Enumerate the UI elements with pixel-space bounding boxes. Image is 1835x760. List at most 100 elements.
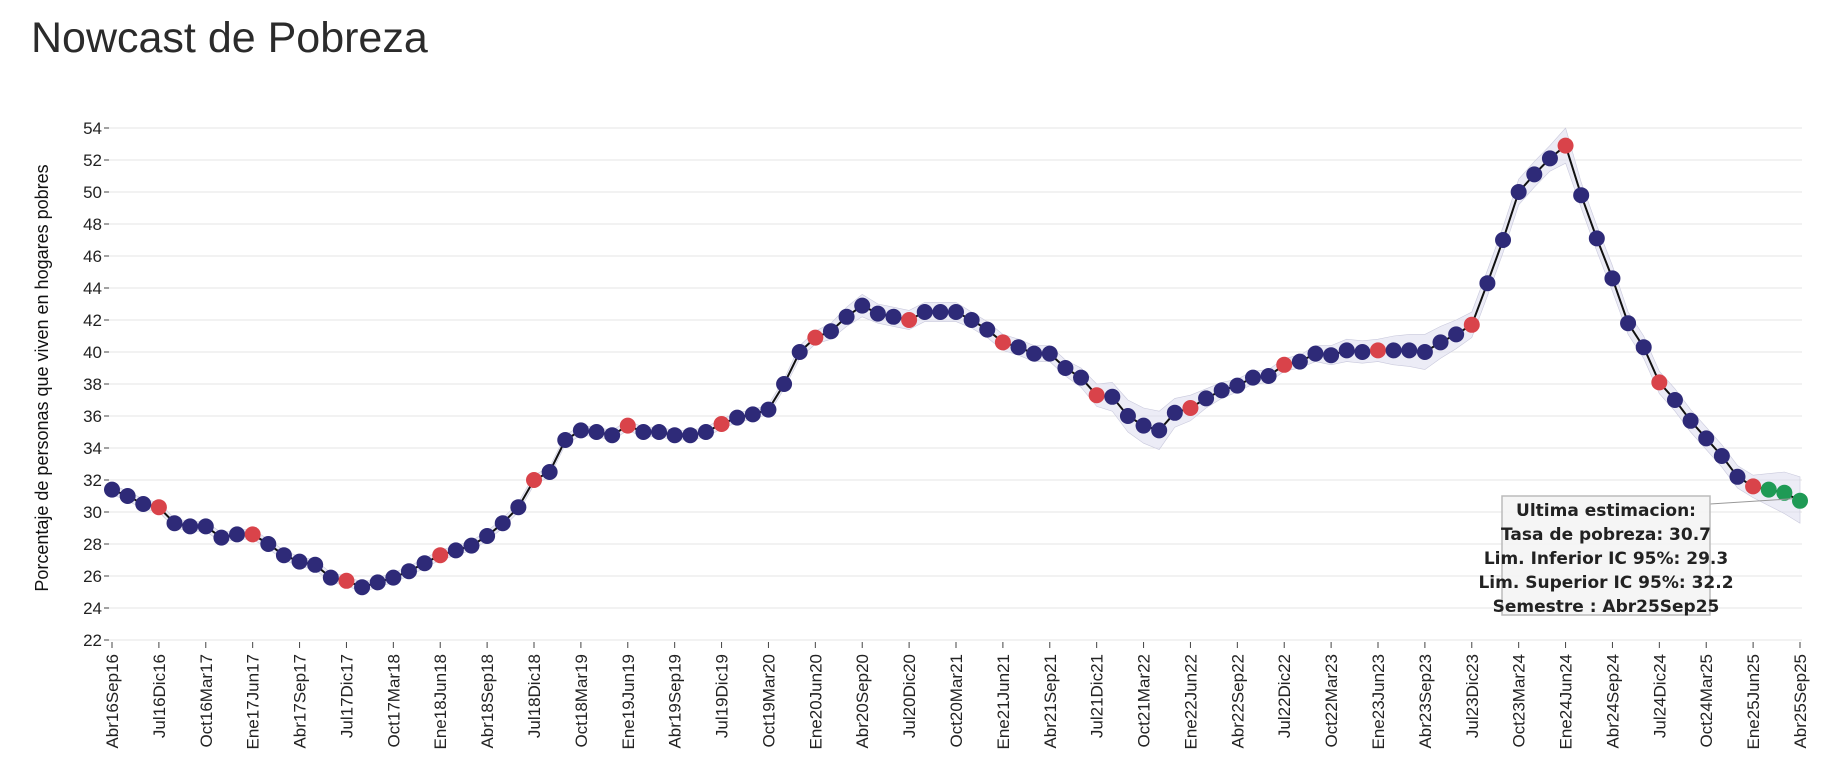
data-point [1463, 316, 1480, 333]
data-point [197, 518, 214, 535]
data-point [307, 556, 324, 573]
data-point [1510, 184, 1527, 200]
data-point [1713, 448, 1730, 464]
data-point [948, 304, 964, 320]
data-point [1416, 344, 1433, 360]
y-tick-label: 28 [83, 535, 102, 554]
data-point [1088, 387, 1105, 404]
data-point [119, 488, 136, 504]
x-tick-label: Jul17Dic17 [337, 654, 356, 738]
data-point [1682, 412, 1699, 429]
x-tick-label: Ene25Jun25 [1744, 654, 1763, 749]
x-tick-label: Ene17Jun17 [244, 654, 263, 749]
data-point [416, 555, 433, 572]
y-tick-label: 32 [83, 471, 102, 490]
data-point [682, 427, 699, 444]
data-point [526, 472, 542, 488]
data-point [1135, 417, 1152, 434]
data-point [854, 297, 871, 314]
data-point [1588, 230, 1605, 247]
data-point [1323, 347, 1340, 364]
data-point [494, 515, 511, 532]
data-point [260, 536, 277, 552]
data-point [447, 542, 464, 559]
y-tick-label: 38 [83, 375, 102, 394]
data-point [885, 308, 902, 325]
x-tick-label: Oct17Mar18 [384, 654, 403, 748]
data-point [1010, 339, 1027, 356]
x-tick-label: Oct22Mar23 [1322, 654, 1341, 748]
x-tick-label: Oct16Mar17 [197, 654, 216, 748]
data-point [822, 323, 839, 340]
data-point [916, 304, 933, 320]
data-point [557, 432, 574, 448]
x-tick-label: Oct19Mar20 [759, 654, 778, 748]
x-tick-label: Jul19Dic19 [713, 654, 732, 738]
x-tick-label: Abr25Sep25 [1791, 654, 1810, 749]
data-point [150, 499, 167, 516]
y-tick-label: 34 [83, 439, 102, 458]
data-point [135, 496, 152, 512]
tooltip-line: Lim. Inferior IC 95%: 29.3 [1484, 549, 1728, 569]
x-tick-label: Jul20Dic20 [900, 654, 919, 738]
x-tick-label: Jul21Dic21 [1088, 654, 1107, 738]
page-title: Nowcast de Pobreza [31, 14, 428, 62]
data-point [182, 518, 199, 535]
data-point [1776, 484, 1793, 501]
data-point [432, 547, 449, 564]
data-point [354, 579, 371, 596]
data-point [744, 406, 761, 423]
data-point [1073, 369, 1090, 386]
x-tick-label: Ene20Jun20 [806, 654, 825, 749]
data-point [1276, 356, 1293, 373]
data-point [166, 515, 183, 532]
data-point [1557, 137, 1574, 154]
y-tick-label: 40 [83, 343, 102, 362]
data-point [1182, 400, 1199, 416]
data-point [1401, 342, 1418, 359]
series-points [104, 137, 1808, 596]
data-point [1151, 422, 1168, 439]
data-point [1745, 478, 1762, 495]
data-point [619, 417, 636, 434]
x-tick-label: Abr22Sep22 [1228, 654, 1247, 749]
data-point [604, 427, 621, 444]
data-point [322, 569, 339, 586]
x-tick-label: Abr17Sep17 [291, 654, 310, 749]
data-point [1166, 404, 1183, 421]
data-point [1260, 368, 1277, 384]
y-tick-label: 30 [83, 503, 102, 522]
data-point [760, 401, 777, 418]
y-tick-label: 22 [83, 631, 102, 650]
data-point [1651, 374, 1668, 391]
data-point [1198, 390, 1215, 407]
x-tick-label: Ene21Jun21 [994, 654, 1013, 749]
x-tick-label: Jul16Dic16 [150, 654, 169, 738]
data-point [697, 424, 714, 440]
data-point [463, 537, 480, 554]
y-axis-label: Porcentaje de personas que viven en hoga… [32, 164, 52, 591]
data-point [901, 312, 918, 328]
data-point [1026, 345, 1043, 362]
data-point [1119, 408, 1136, 424]
data-point [1354, 344, 1371, 360]
data-point [1666, 392, 1683, 408]
x-axis: Abr16Sep16 Jul16Dic16 Oct16Mar17 Ene17Jun17… [103, 642, 1810, 749]
data-point [963, 312, 980, 328]
data-point [1604, 270, 1621, 287]
data-point [1370, 342, 1386, 359]
data-point [1432, 334, 1449, 351]
y-tick-label: 48 [83, 215, 102, 234]
x-tick-label: Oct21Mar22 [1135, 654, 1154, 748]
data-point [1385, 342, 1402, 359]
data-point [229, 526, 246, 543]
x-tick-label: Abr24Sep24 [1603, 654, 1622, 749]
data-point [1244, 369, 1261, 386]
y-tick-label: 54 [83, 119, 102, 138]
tooltip-box [1501, 495, 1711, 616]
y-tick-label: 26 [83, 567, 102, 586]
x-tick-label: Ene19Jun19 [619, 654, 638, 749]
data-point [1213, 382, 1230, 399]
data-point [651, 424, 668, 440]
